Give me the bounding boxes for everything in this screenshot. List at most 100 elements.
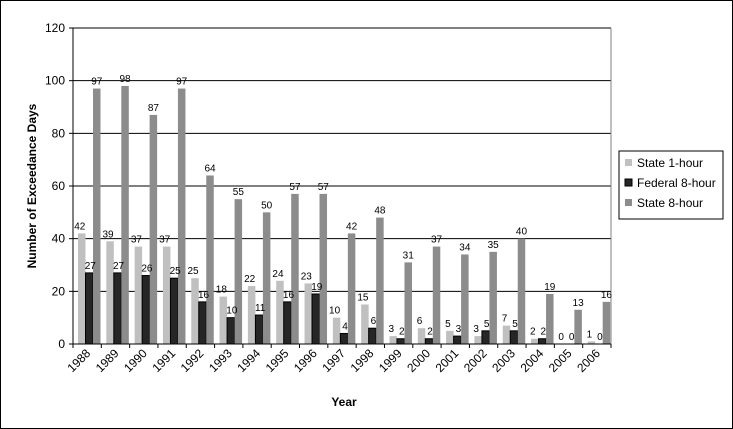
data-label: 40	[516, 227, 528, 238]
bar-state-1-hour	[474, 336, 482, 344]
y-tick-label: 100	[45, 74, 65, 88]
legend: State 1-hour Federal 8-hour State 8-hour	[618, 150, 724, 220]
data-label: 57	[318, 182, 330, 193]
y-axis-title: Number of Exceedance Days	[25, 103, 39, 268]
bar-state-8-hour	[121, 85, 129, 344]
data-label: 37	[159, 235, 171, 246]
data-label: 22	[244, 274, 256, 285]
data-label: 64	[204, 163, 216, 174]
y-tick-label: 40	[52, 232, 66, 246]
bar-state-1-hour	[304, 283, 313, 344]
data-label: 26	[141, 264, 153, 275]
data-label: 0	[558, 332, 564, 343]
data-label: 0	[569, 332, 575, 343]
data-label: 3	[456, 324, 462, 335]
data-label: 1	[587, 329, 593, 340]
data-label: 5	[512, 319, 518, 330]
legend-swatch	[625, 199, 632, 206]
data-label: 7	[502, 314, 508, 325]
data-label: 50	[261, 200, 273, 211]
bar-federal-8-hour	[538, 338, 547, 345]
x-tick-label: 2004	[518, 346, 547, 375]
data-label: 97	[176, 77, 188, 88]
bar-federal-8-hour	[509, 330, 519, 345]
data-label: 42	[74, 221, 86, 232]
x-tick-label: 1993	[206, 346, 235, 375]
bar-state-8-hour	[602, 301, 611, 344]
bar-federal-8-hour	[368, 327, 377, 345]
bar-federal-8-hour	[311, 293, 321, 345]
x-tick-label: 1990	[121, 346, 150, 375]
data-label: 18	[216, 285, 228, 296]
bar-state-8-hour	[461, 254, 469, 344]
gridlines	[73, 27, 612, 344]
bar-state-1-hour	[332, 317, 341, 344]
bar-state-1-hour	[78, 233, 86, 344]
x-tick-label: 2000	[404, 346, 433, 375]
x-tick-label: 1999	[376, 346, 405, 375]
bar-federal-8-hour	[254, 314, 264, 345]
data-label: 27	[113, 261, 125, 272]
data-label: 5	[445, 319, 451, 330]
data-label: 15	[357, 293, 369, 304]
y-tick-label: 20	[52, 284, 66, 298]
legend-label: State 1-hour	[637, 156, 703, 170]
x-axis-title: Year	[331, 395, 357, 409]
bar-federal-8-hour	[396, 338, 405, 345]
bar-state-1-hour	[502, 325, 511, 344]
bar-state-1-hour	[219, 296, 228, 344]
data-label: 31	[403, 250, 415, 261]
bar-state-8-hour	[319, 193, 328, 344]
data-label: 19	[544, 282, 556, 293]
data-label: 87	[148, 103, 160, 114]
bar-federal-8-hour	[424, 338, 434, 345]
bar-state-1-hour	[191, 278, 199, 344]
x-tick-label: 1991	[149, 346, 178, 375]
bar-state-1-hour	[389, 336, 397, 344]
legend-swatch	[624, 178, 633, 187]
data-label: 48	[374, 206, 386, 217]
data-label: 37	[131, 235, 143, 246]
legend-swatch	[625, 159, 632, 166]
data-label: 3	[473, 324, 479, 335]
bar-state-8-hour	[291, 193, 299, 344]
data-label: 25	[170, 266, 182, 277]
y-tick-label: 0	[58, 337, 65, 351]
x-tick-label: 2002	[461, 346, 490, 375]
data-labels: 4227973927983726873725972516641810552211…	[74, 74, 612, 343]
x-tick-label: 2001	[433, 346, 462, 375]
x-tick-label: 1992	[178, 346, 207, 375]
bar-state-1-hour	[276, 280, 284, 344]
x-tick-label: 1998	[348, 346, 377, 375]
data-label: 3	[388, 324, 394, 335]
legend-label: Federal 8-hour	[637, 176, 716, 190]
bar-state-1-hour	[587, 341, 596, 344]
bar-state-8-hour	[404, 262, 412, 344]
data-label: 57	[289, 182, 301, 193]
data-label: 4	[342, 321, 348, 332]
data-label: 13	[573, 298, 585, 309]
data-label: 2	[541, 327, 547, 338]
data-label: 2	[427, 327, 433, 338]
data-label: 42	[346, 221, 358, 232]
y-tick-label: 80	[52, 126, 66, 140]
bar-state-8-hour	[489, 251, 497, 344]
data-label: 16	[198, 290, 210, 301]
data-label: 55	[233, 187, 245, 198]
bar-state-1-hour	[162, 246, 171, 344]
bar-state-1-hour	[106, 241, 114, 344]
data-label: 19	[311, 282, 323, 293]
x-tick-label: 1995	[263, 346, 292, 375]
data-label: 34	[459, 242, 471, 253]
data-label: 98	[120, 74, 132, 85]
data-label: 10	[329, 306, 341, 317]
bar-state-1-hour	[531, 338, 539, 344]
bar-state-1-hour	[247, 286, 256, 344]
bar-state-1-hour	[446, 330, 454, 344]
data-label: 5	[484, 319, 490, 330]
data-label: 6	[371, 316, 377, 327]
x-tick-label: 1994	[234, 346, 263, 375]
x-tick-label: 1988	[64, 346, 93, 375]
data-label: 2	[530, 327, 536, 338]
